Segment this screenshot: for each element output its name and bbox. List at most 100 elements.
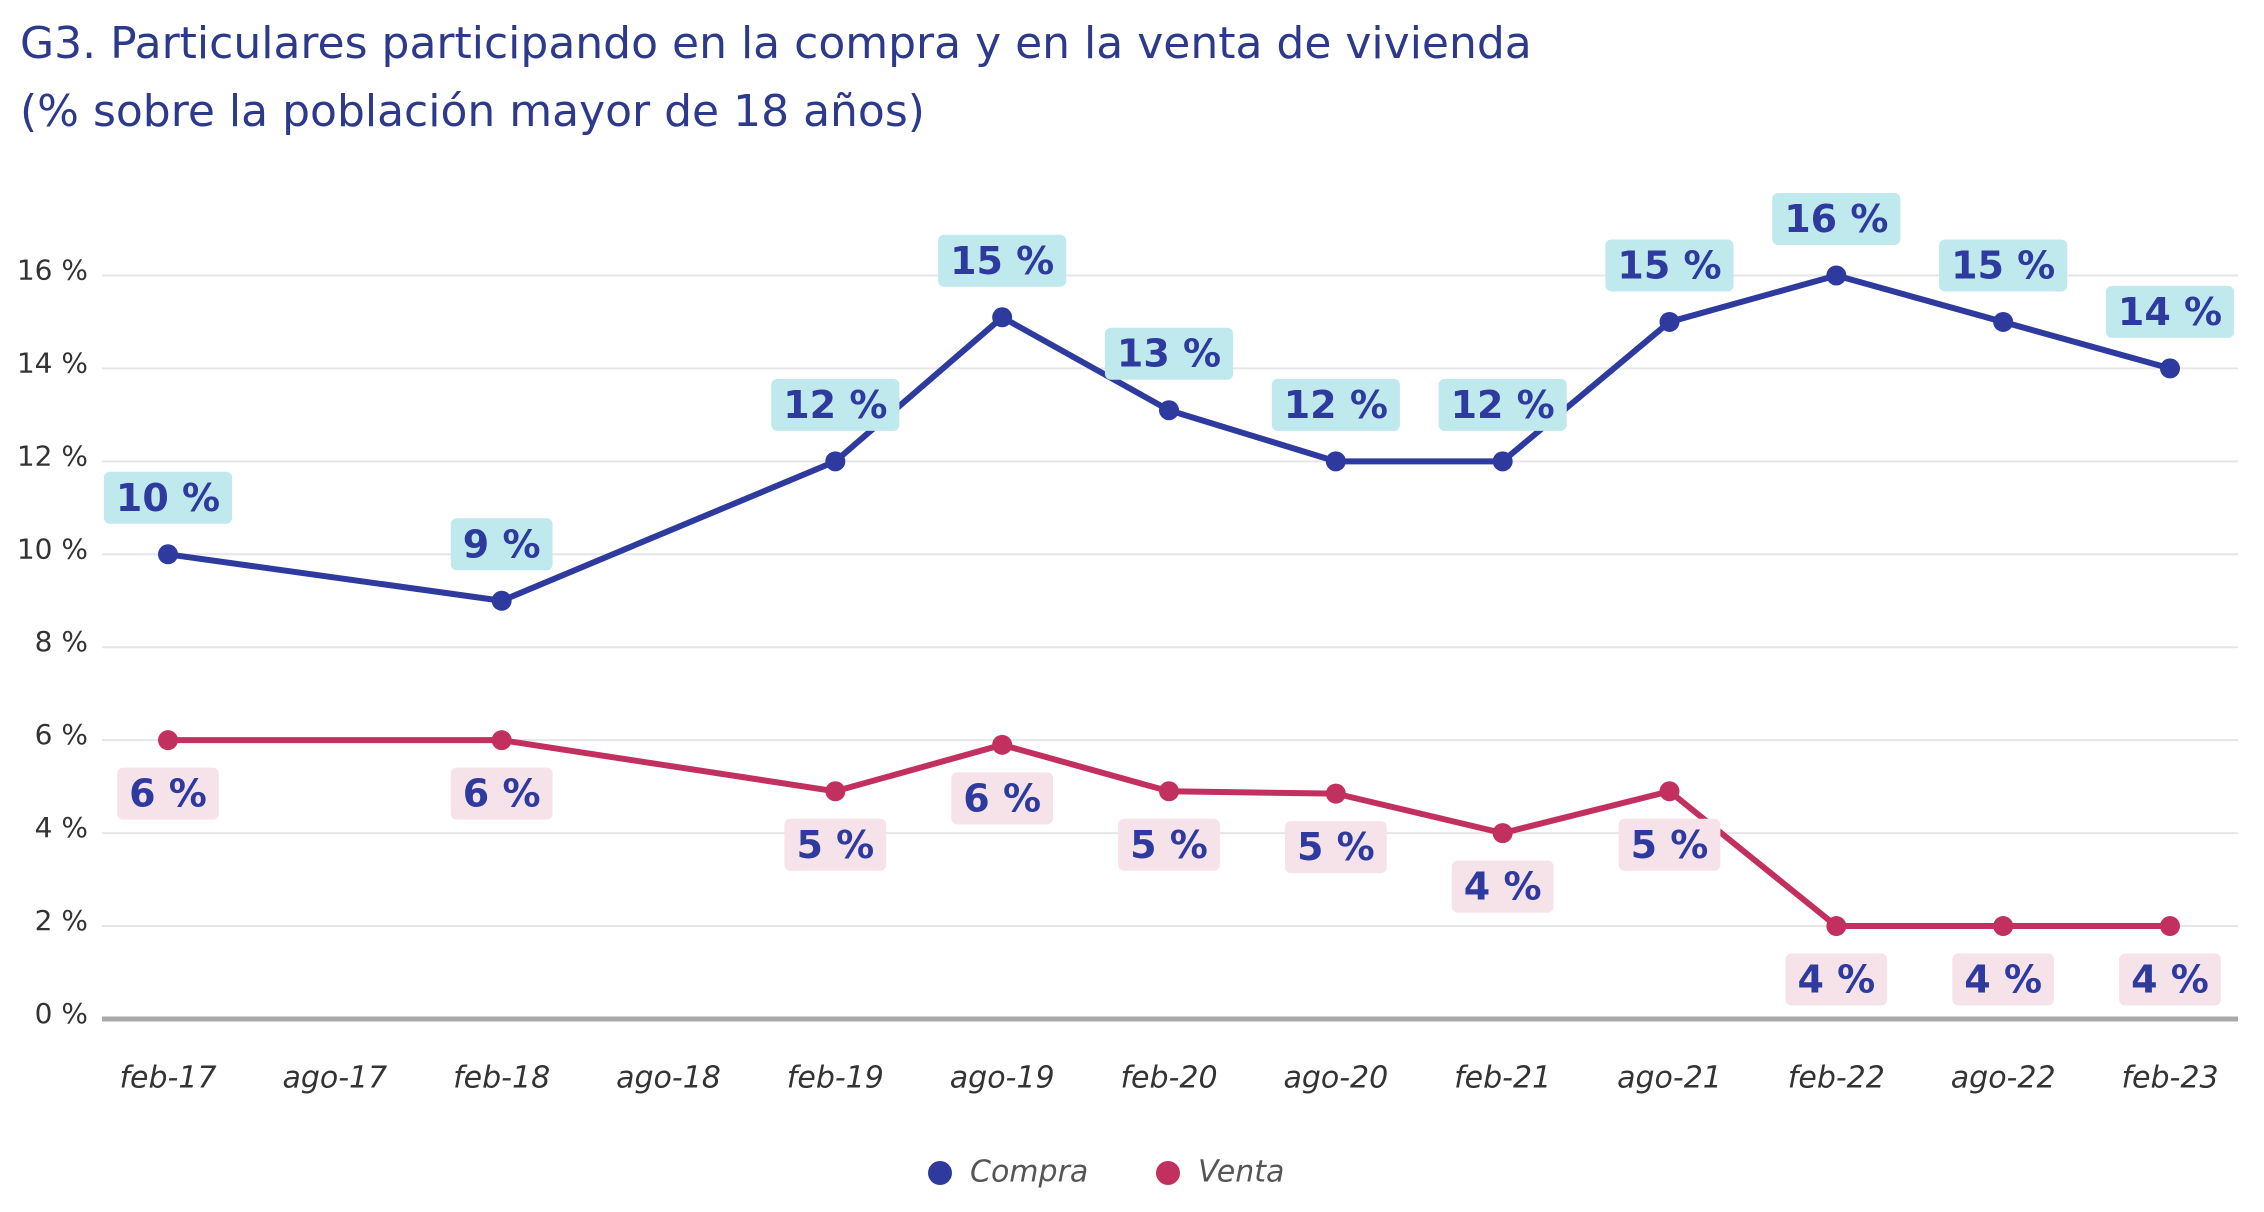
value-label-group: 10 % [103, 471, 233, 524]
point [1659, 781, 1680, 802]
value-label-group: 12 % [1438, 378, 1567, 431]
value-label: 6 % [963, 776, 1041, 820]
value-label: 4 % [1797, 958, 1875, 1002]
legend-marker [1156, 1161, 1180, 1185]
x-tick-label: ago-22 [1951, 1061, 2056, 1096]
value-label-box [1451, 860, 1554, 913]
value-label-group: 5 % [1284, 821, 1387, 874]
value-label-group: 13 % [1104, 327, 1234, 380]
x-tick-label: feb-23 [2121, 1061, 2218, 1096]
value-label: 4 % [1964, 958, 2042, 1002]
value-label-group: 5 % [1618, 818, 1721, 871]
x-tick-label: ago-20 [1283, 1061, 1388, 1096]
value-label-box [117, 767, 219, 820]
value-label-group: 15 % [938, 234, 1067, 287]
point [1492, 451, 1513, 472]
value-label-group: 15 % [1605, 239, 1734, 292]
value-label: 13 % [1117, 332, 1221, 376]
value-label: 15 % [1617, 243, 1721, 287]
value-label: 4 % [2131, 958, 2209, 1002]
y-tick-label: 12 % [17, 439, 88, 472]
value-label: 5 % [1631, 823, 1709, 867]
value-label-group: 16 % [1772, 192, 1901, 245]
point [1993, 311, 2014, 332]
y-tick-label: 16 % [17, 253, 88, 286]
value-label-group: 12 % [771, 378, 900, 431]
x-tick-label: feb-20 [1120, 1061, 1217, 1096]
value-label-group: 4 % [2119, 953, 2221, 1006]
value-label-group: 4 % [1451, 860, 1554, 913]
value-label: 16 % [1784, 197, 1888, 241]
value-label-group: 6 % [117, 767, 219, 820]
point [491, 730, 512, 751]
value-label: 12 % [783, 383, 887, 427]
value-label: 12 % [1284, 383, 1388, 427]
x-tick-label: ago-17 [282, 1061, 387, 1096]
value-label-box [951, 772, 1054, 825]
value-label-box [1939, 239, 2068, 292]
chart-title: G3. Particulares participando en la comp… [20, 18, 1532, 69]
point [2160, 358, 2180, 379]
point [1159, 400, 1179, 421]
y-tick-label: 0 % [35, 997, 88, 1030]
x-tick-label: feb-19 [787, 1061, 884, 1096]
x-tick-label: ago-19 [950, 1061, 1055, 1096]
value-label-box [1284, 821, 1387, 874]
point [992, 734, 1013, 755]
value-label-box [1952, 953, 2055, 1006]
value-label-group: 6 % [951, 772, 1054, 825]
legend-marker [928, 1161, 952, 1185]
value-label-group: 9 % [450, 518, 553, 571]
x-tick-label: feb-21 [1454, 1061, 1551, 1096]
value-label: 9 % [463, 522, 541, 566]
value-label-box [1118, 818, 1220, 871]
value-label-group: 14 % [2105, 285, 2235, 338]
x-tick-label: ago-21 [1617, 1061, 1722, 1096]
value-label-group: 5 % [784, 818, 887, 871]
y-tick-label: 14 % [17, 346, 88, 379]
value-label: 6 % [463, 772, 541, 816]
value-label: 10 % [116, 476, 220, 520]
value-label-box [2119, 953, 2221, 1006]
chart-subtitle: (% sobre la población mayor de 18 años) [20, 86, 925, 137]
value-label-group: 4 % [1785, 953, 1888, 1006]
value-label: 15 % [1951, 243, 2055, 287]
value-label: 14 % [2118, 290, 2222, 334]
y-tick-label: 10 % [17, 532, 88, 565]
x-tick-label: ago-18 [616, 1061, 721, 1096]
value-label-group: 6 % [450, 767, 553, 820]
value-label-box [1271, 378, 1400, 431]
value-label-box [771, 378, 900, 431]
point [158, 730, 178, 751]
value-label: 5 % [796, 823, 874, 867]
value-label: 5 % [1297, 825, 1375, 869]
value-label-box [938, 234, 1067, 287]
value-label-box [450, 518, 553, 571]
x-tick-label: feb-17 [119, 1061, 216, 1096]
point [2160, 916, 2180, 937]
value-label-box [103, 471, 233, 524]
value-label-box [1785, 953, 1888, 1006]
value-label-group: 15 % [1939, 239, 2068, 292]
point [491, 590, 512, 611]
y-tick-label: 2 % [35, 904, 88, 937]
value-label-box [450, 767, 553, 820]
point [1492, 823, 1513, 844]
value-label: 4 % [1464, 865, 1542, 909]
value-label: 6 % [129, 772, 207, 816]
point [158, 544, 178, 565]
value-label: 15 % [950, 239, 1054, 283]
point [1659, 311, 1680, 332]
point [1993, 916, 2014, 937]
legend-label: Compra [970, 1155, 1088, 1190]
x-tick-label: feb-18 [453, 1061, 550, 1096]
point [1325, 451, 1346, 472]
y-tick-label: 6 % [35, 718, 88, 751]
y-tick-label: 4 % [35, 811, 88, 844]
value-label: 5 % [1130, 823, 1208, 867]
point [1325, 783, 1346, 804]
point [825, 451, 846, 472]
value-label-box [784, 818, 887, 871]
point [1159, 781, 1179, 802]
